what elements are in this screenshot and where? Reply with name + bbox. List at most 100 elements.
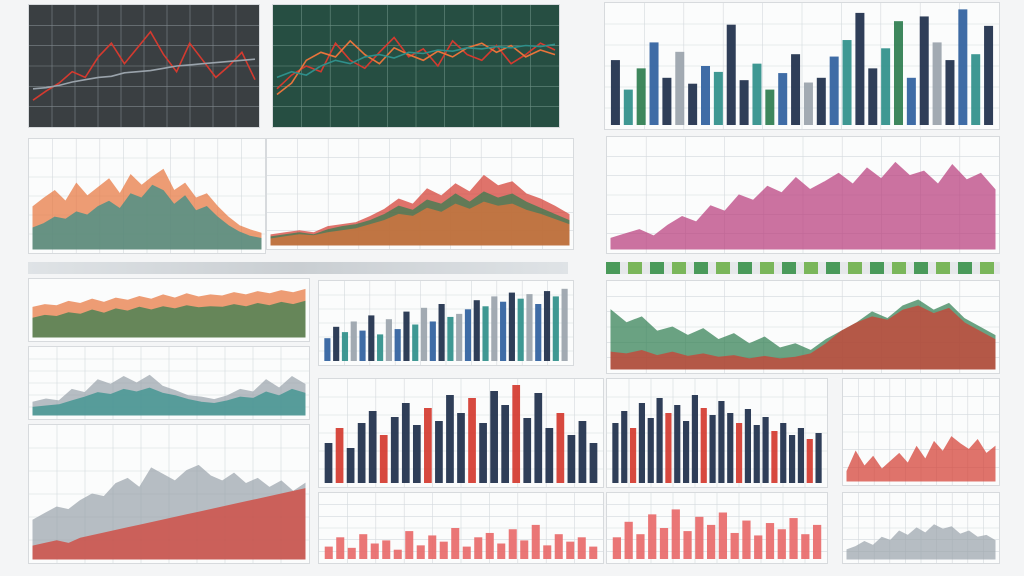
bar (718, 512, 728, 559)
bar (390, 417, 399, 483)
bar (971, 54, 981, 126)
right-tick-column (1002, 0, 1024, 576)
bar (491, 296, 498, 361)
bar (446, 395, 454, 483)
bar (789, 518, 798, 559)
bar (771, 431, 778, 483)
bar (762, 417, 769, 483)
chart-panel-6 (606, 136, 1000, 254)
bar (726, 24, 736, 126)
bar (735, 423, 743, 483)
chart-svg (605, 3, 999, 129)
bar (753, 425, 760, 483)
bar (377, 334, 384, 361)
bar (691, 395, 699, 483)
bar (512, 385, 521, 483)
chart-panel-13 (606, 378, 828, 488)
bar (623, 89, 633, 125)
bar (636, 534, 645, 559)
bar (752, 63, 762, 125)
bar (324, 546, 333, 559)
bar (439, 541, 448, 559)
bar (806, 439, 813, 483)
bar (932, 42, 942, 125)
bar (531, 524, 540, 559)
bar (578, 421, 587, 483)
bar (501, 405, 510, 483)
series-line (32, 30, 256, 101)
bar (754, 535, 763, 559)
bar (457, 413, 465, 483)
bar (695, 516, 704, 559)
chart-panel-17 (842, 492, 1000, 564)
bar (526, 294, 533, 361)
bar (700, 66, 711, 125)
bar (517, 298, 524, 361)
bar (984, 25, 994, 126)
chart-panel-11 (28, 424, 310, 564)
bar (379, 435, 388, 483)
chart-svg (607, 493, 827, 563)
bar (420, 307, 428, 361)
bar (368, 411, 377, 483)
bar (638, 403, 646, 483)
bar (335, 428, 344, 483)
bar (881, 48, 891, 125)
bar (713, 71, 723, 125)
bar (523, 418, 532, 483)
bar (777, 529, 786, 559)
series-area (32, 387, 306, 416)
chart-panel-16 (606, 492, 828, 564)
chart-panel-5 (266, 138, 574, 250)
bar (543, 291, 551, 361)
bar (336, 537, 345, 559)
bar (700, 408, 707, 483)
series-area (32, 300, 306, 338)
bar (945, 60, 955, 125)
chart-panel-4 (28, 138, 266, 254)
left-tick-column (0, 0, 22, 576)
bar (780, 423, 787, 483)
bar (566, 541, 575, 559)
bar (479, 423, 487, 483)
bar (791, 54, 801, 126)
chart-panel-14 (842, 378, 1000, 486)
bar (589, 443, 598, 483)
series-area (846, 524, 996, 560)
bar (468, 398, 476, 483)
bar (797, 428, 805, 483)
chart-panel-2 (272, 4, 560, 128)
bar (474, 537, 483, 559)
bar (464, 309, 472, 361)
chart-svg (319, 493, 603, 563)
bar (370, 543, 379, 559)
bar (612, 537, 622, 559)
bar (577, 537, 586, 559)
series-area (270, 201, 570, 246)
chart-panel-1 (28, 4, 260, 128)
bar (473, 300, 480, 361)
legend-strip-1 (28, 262, 568, 274)
bar (350, 321, 357, 361)
bar (545, 428, 554, 483)
bar (665, 413, 672, 483)
chart-panel-10 (28, 346, 310, 420)
bar (803, 82, 813, 125)
bar (357, 423, 366, 483)
chart-svg (267, 139, 573, 249)
bar (589, 546, 598, 559)
bar (739, 80, 749, 125)
chart-svg (843, 379, 999, 485)
bar (682, 421, 690, 483)
bar (636, 68, 646, 125)
bar (621, 411, 628, 483)
bar (662, 77, 672, 125)
bar (765, 89, 775, 125)
bar (812, 524, 822, 559)
series-area (32, 488, 306, 560)
bar (656, 398, 663, 483)
bar (368, 315, 375, 361)
bar (424, 408, 432, 483)
bar (552, 296, 559, 361)
chart-panel-12 (318, 378, 604, 488)
